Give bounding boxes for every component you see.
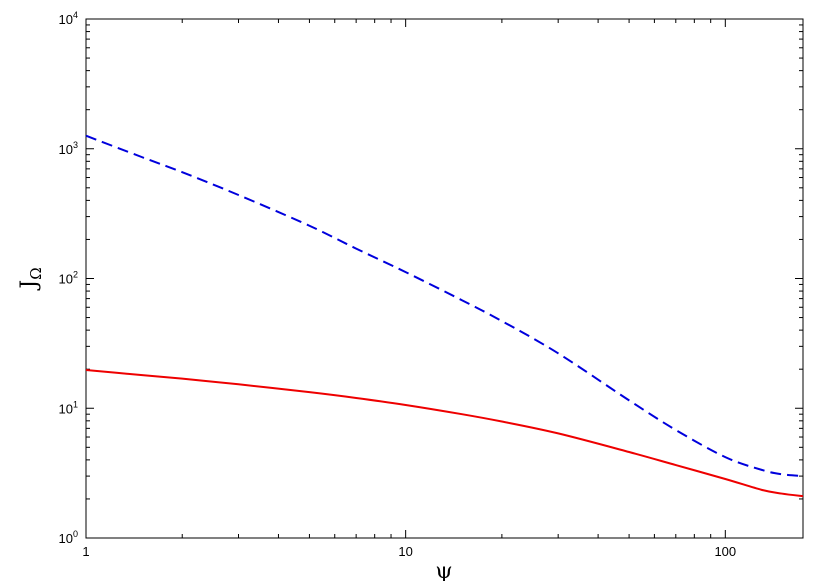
dashed-series-line [85, 134, 804, 478]
series-layer [85, 134, 804, 498]
y-tick-label: 101 [59, 399, 78, 416]
plot-frame [85, 18, 804, 539]
y-axis-label-main: J [17, 280, 42, 291]
y-axis-label-group: JΩ [17, 267, 45, 290]
y-tick-label: 104 [59, 10, 78, 27]
solid-series-line [85, 369, 804, 498]
y-axis-ticks: 100 101 102 103 104 [59, 10, 803, 546]
x-tick-label: 1 [82, 544, 89, 559]
x-tick-label: 10 [398, 544, 412, 559]
x-axis-ticks: 1 10 100 [82, 19, 736, 559]
x-axis-label: ψ [435, 559, 452, 581]
y-axis-label-sub: Ω [27, 267, 45, 279]
y-tick-label: 102 [59, 270, 78, 287]
y-axis-label: JΩ [17, 267, 45, 290]
y-tick-label: 100 [59, 529, 78, 546]
y-tick-label: 103 [59, 140, 78, 157]
x-tick-label: 100 [714, 544, 736, 559]
